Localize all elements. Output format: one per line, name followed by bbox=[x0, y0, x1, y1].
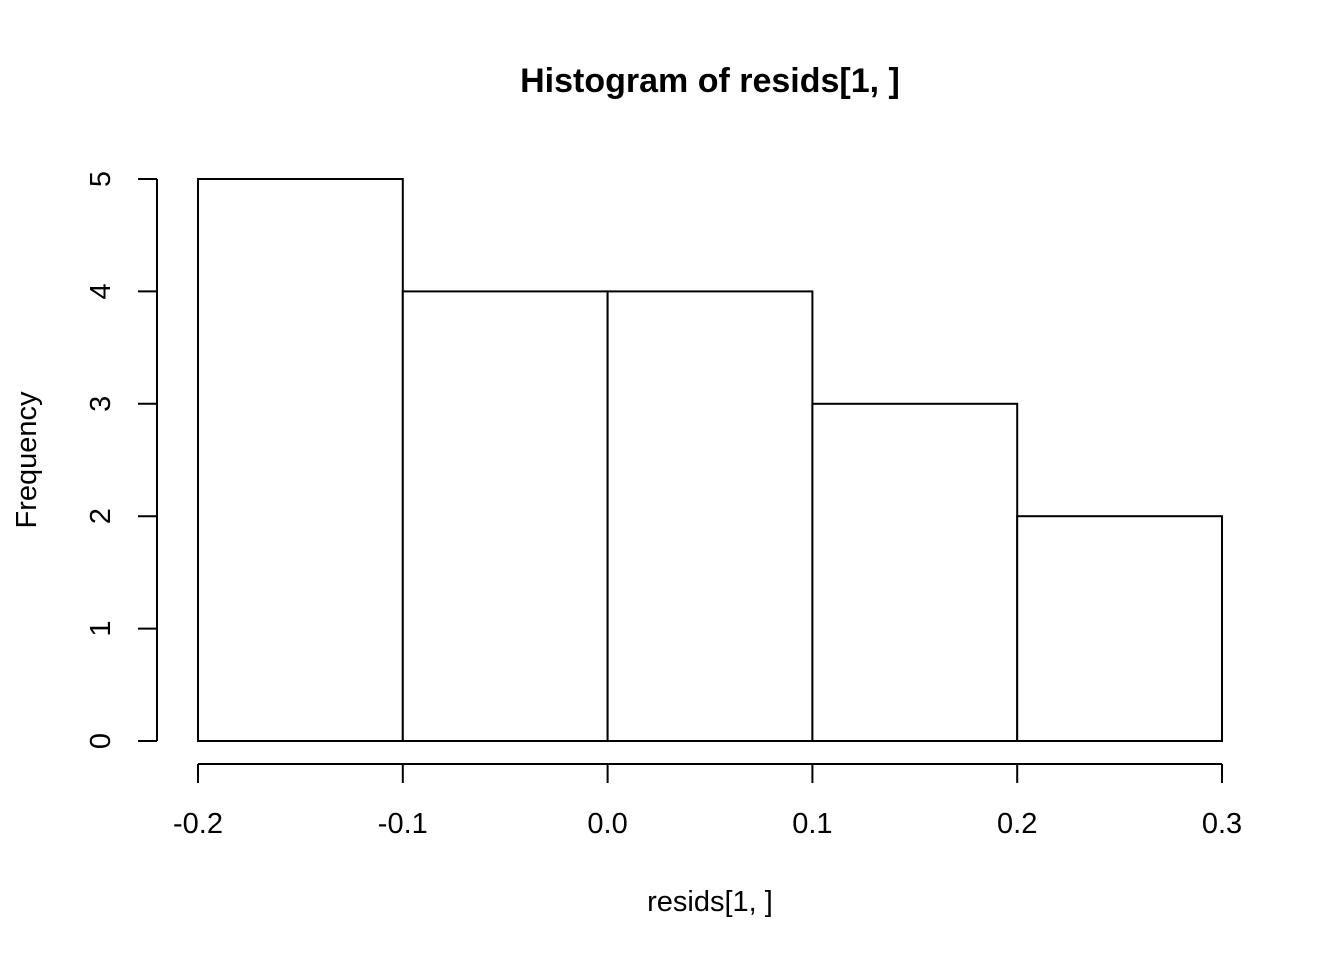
x-axis-label: resids[1, ] bbox=[647, 886, 773, 918]
x-tick-label: 0.3 bbox=[1202, 808, 1242, 840]
y-axis-label: Frequency bbox=[11, 391, 43, 529]
y-tick-label: 0 bbox=[85, 733, 117, 749]
bars-group bbox=[197, 178, 1224, 743]
histogram-bar-4 bbox=[1016, 515, 1224, 743]
x-tick-label: -0.1 bbox=[378, 808, 428, 840]
y-tick-label: 2 bbox=[85, 508, 117, 524]
x-tick-label: -0.2 bbox=[173, 808, 223, 840]
y-tick-label: 1 bbox=[85, 621, 117, 637]
histogram-bar-1 bbox=[401, 290, 609, 742]
x-tick-label: 0.1 bbox=[792, 808, 832, 840]
histogram-bar-0 bbox=[197, 178, 404, 742]
histogram-bar-2 bbox=[606, 290, 814, 742]
histogram-bar-3 bbox=[811, 402, 1019, 742]
x-tick-label: 0.0 bbox=[587, 808, 627, 840]
y-tick-label: 5 bbox=[85, 171, 117, 187]
y-tick-label: 4 bbox=[85, 283, 117, 299]
chart-title: Histogram of resids[1, ] bbox=[520, 62, 900, 100]
y-axis: 0 1 2 3 4 5 bbox=[85, 171, 158, 749]
x-tick-label: 0.2 bbox=[997, 808, 1037, 840]
x-axis: -0.2 -0.1 0.0 0.1 0.2 0.3 bbox=[173, 763, 1242, 840]
y-tick-label: 3 bbox=[85, 396, 117, 412]
